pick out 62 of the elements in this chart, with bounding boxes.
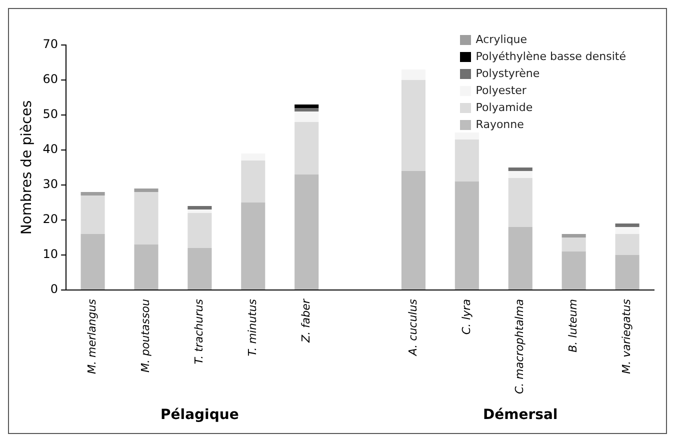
y-axis-title: Nombres de pièces <box>19 100 36 235</box>
x-tick-label: M. variegatus <box>620 298 634 374</box>
x-tick-label: M. poutassou <box>139 299 152 372</box>
bar <box>188 206 212 210</box>
bar <box>454 132 479 140</box>
y-tick-label: 60 <box>42 72 58 86</box>
bar <box>615 224 640 228</box>
bar <box>134 192 158 245</box>
bar <box>188 213 212 248</box>
bar <box>241 202 266 290</box>
x-tick-label: Z. faber <box>299 298 312 344</box>
y-tick-label: 20 <box>42 212 58 226</box>
y-tick-label: 0 <box>50 282 58 296</box>
bar <box>294 112 319 122</box>
bar <box>241 154 266 161</box>
bar <box>562 234 586 238</box>
bar <box>80 234 105 290</box>
bar <box>294 174 319 290</box>
bar <box>562 238 586 252</box>
legend-label: Rayonne <box>476 117 524 133</box>
text: Pélagique <box>160 407 239 423</box>
bar <box>454 182 479 290</box>
y-tick-label: 40 <box>42 142 58 156</box>
x-tick-label: C. macrophtalma <box>513 298 526 394</box>
bar <box>615 227 640 234</box>
bar <box>188 248 212 290</box>
legend-label: Polyamide <box>476 100 533 116</box>
bar <box>294 122 319 175</box>
x-tick-label: M. merlangus <box>86 298 99 374</box>
text: Démersal <box>483 407 558 423</box>
legend-label: Acrylique <box>476 32 528 48</box>
bar <box>134 188 158 192</box>
bar <box>401 80 426 172</box>
bar <box>508 168 532 172</box>
bar <box>241 160 266 203</box>
x-tick-label: T. minutus <box>246 298 259 356</box>
legend-label: Polyéthylène basse densité <box>476 49 626 65</box>
y-tick-label: 70 <box>42 37 58 52</box>
bar <box>188 210 212 214</box>
x-tick-label: B. luteum <box>566 299 580 352</box>
x-tick-label: C. lyra <box>460 298 473 335</box>
y-tick-label: 10 <box>42 247 58 262</box>
bar <box>401 171 426 290</box>
bar <box>615 234 640 256</box>
y-tick-label: 30 <box>42 177 58 192</box>
bar <box>80 196 105 234</box>
bar <box>294 108 319 112</box>
x-tick-label: A. cuculus <box>406 298 420 357</box>
bar <box>508 178 532 228</box>
bar <box>134 244 158 290</box>
bar <box>562 252 586 290</box>
bar <box>454 140 479 182</box>
legend-label: Polyester <box>476 83 526 99</box>
bar <box>615 255 640 290</box>
y-tick-label: 50 <box>42 107 58 122</box>
bar <box>401 70 426 80</box>
legend-label: Polystyrène <box>476 66 540 82</box>
bar <box>294 104 319 108</box>
x-tick-label: T. trachurus <box>192 298 206 364</box>
bar <box>80 192 105 196</box>
bar <box>508 171 532 178</box>
bar <box>508 227 532 290</box>
